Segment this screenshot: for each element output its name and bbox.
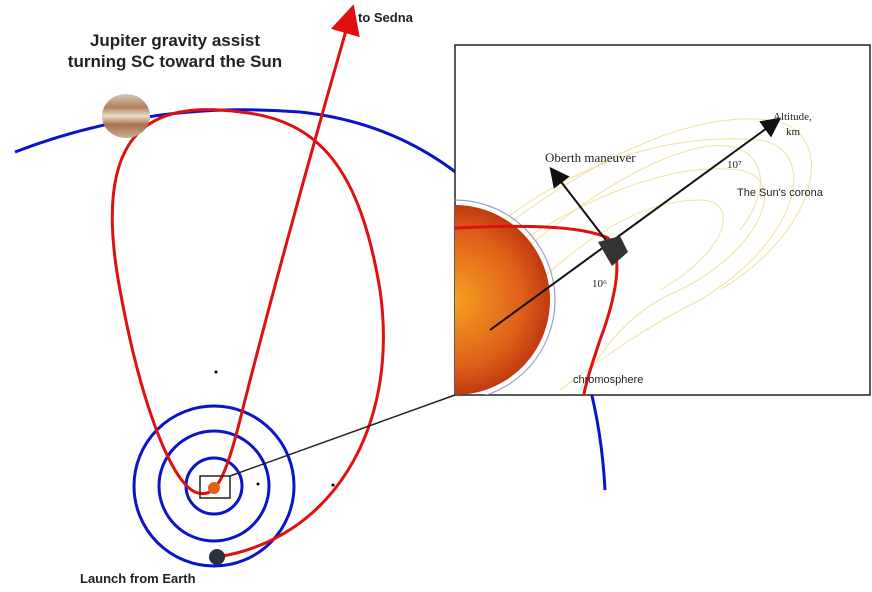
trajectory [112,10,383,557]
inset-sun [360,205,550,395]
zoom-line [230,395,455,476]
zoom-line [230,395,455,498]
altitude-label: Altitude, [773,111,812,123]
dot [332,484,335,487]
earth [209,549,225,565]
sedna-label: to Sedna [358,10,414,25]
inset-orbit [600,395,620,440]
jupiter [102,94,150,138]
oberth-label: Oberth maneuver [545,150,636,165]
dot [257,483,260,486]
diagram: Jupiter gravity assist turning SC toward… [0,0,872,592]
dot [215,371,218,374]
altitude-tick: 10⁷ [727,159,742,171]
launch-label: Launch from Earth [80,571,196,586]
title-line: turning SC toward the Sun [68,52,282,71]
chromosphere-label: chromosphere [573,374,643,386]
sun [208,482,220,494]
title-line: Jupiter gravity assist [90,31,260,50]
altitude-tick: 10⁶ [592,278,607,290]
corona-label: The Sun's corona [737,187,824,199]
altitude-label: km [786,126,801,138]
